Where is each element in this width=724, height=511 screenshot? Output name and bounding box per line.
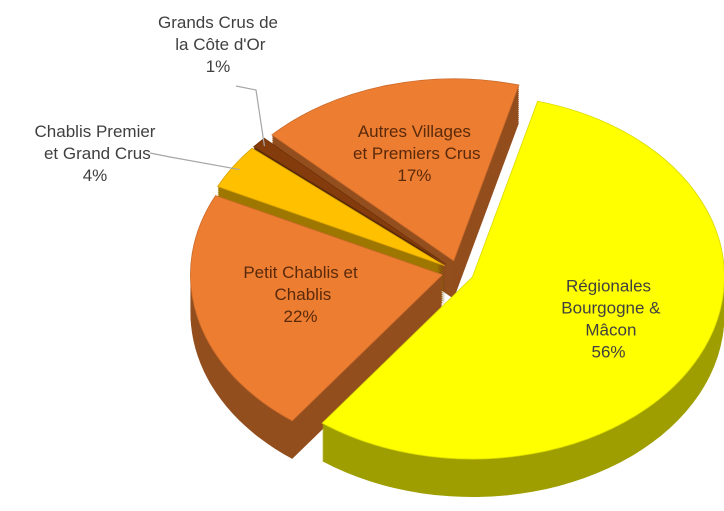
leader-line [235,85,266,147]
slice [271,78,520,262]
slice-value-label: 4% [83,166,108,185]
slice-label: Régionales Bourgogne & Mâcon [557,277,662,340]
slice-value-label: 17% [397,166,431,185]
slice-group [271,78,520,299]
slice-group [190,195,444,459]
slice-label: Petit Chablis et Chablis [243,263,358,304]
slice-label: Chablis Premier et Grand Crus [35,122,156,163]
slice [190,195,444,422]
slice-value-label: 56% [592,343,626,362]
slice-label: Grands Crus de la Côte d'Or [158,13,278,54]
slice-value-label: 22% [284,307,318,326]
slice-group [321,100,724,498]
slice [217,147,445,267]
slice [321,100,724,460]
slice-label: Autres Villages et Premiers Crus [348,122,480,163]
slice-value-label: 1% [206,57,231,76]
leader-line [149,152,240,171]
slice [252,137,447,265]
